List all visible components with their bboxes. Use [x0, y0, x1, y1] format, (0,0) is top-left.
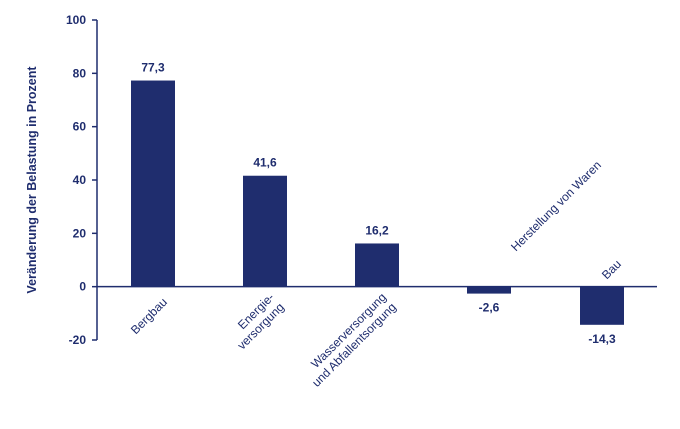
bar — [355, 243, 399, 287]
bar-value-label: -2,6 — [479, 301, 500, 315]
category-label-group: Energie-versorgung — [235, 290, 287, 352]
category-label: Bau — [599, 257, 624, 282]
bar — [580, 286, 624, 325]
category-label: Bergbau — [128, 295, 170, 337]
y-tick-label: 100 — [66, 13, 86, 27]
y-axis-title: Veränderung der Belastung in Prozent — [25, 66, 39, 294]
category-label-group: Herstellung von Waren — [508, 158, 604, 254]
bar-value-label: 41,6 — [253, 156, 277, 170]
category-label-group: Bau — [599, 257, 624, 282]
y-tick-label: -20 — [69, 333, 87, 347]
y-axis-ticks: 100 80 60 40 20 0 -20 — [66, 13, 97, 347]
value-labels-group: 77,3 41,6 16,2 -2,6 -14,3 — [141, 61, 616, 346]
bar-value-label: 77,3 — [141, 61, 165, 75]
category-label: und Abfallentsorgung — [309, 300, 399, 390]
bar — [243, 175, 287, 287]
bars-group — [131, 80, 624, 325]
bar — [131, 80, 175, 287]
bar — [467, 286, 511, 294]
category-label-group: Bergbau — [128, 295, 170, 337]
y-tick-label: 80 — [73, 66, 87, 80]
bar-value-label: 16,2 — [365, 223, 389, 237]
category-label: Herstellung von Waren — [508, 158, 604, 254]
y-tick-label: 20 — [73, 226, 87, 240]
y-tick-label: 40 — [73, 173, 87, 187]
bar-value-label: -14,3 — [588, 332, 616, 346]
y-tick-label: 0 — [79, 280, 86, 294]
y-tick-label: 60 — [73, 120, 87, 134]
